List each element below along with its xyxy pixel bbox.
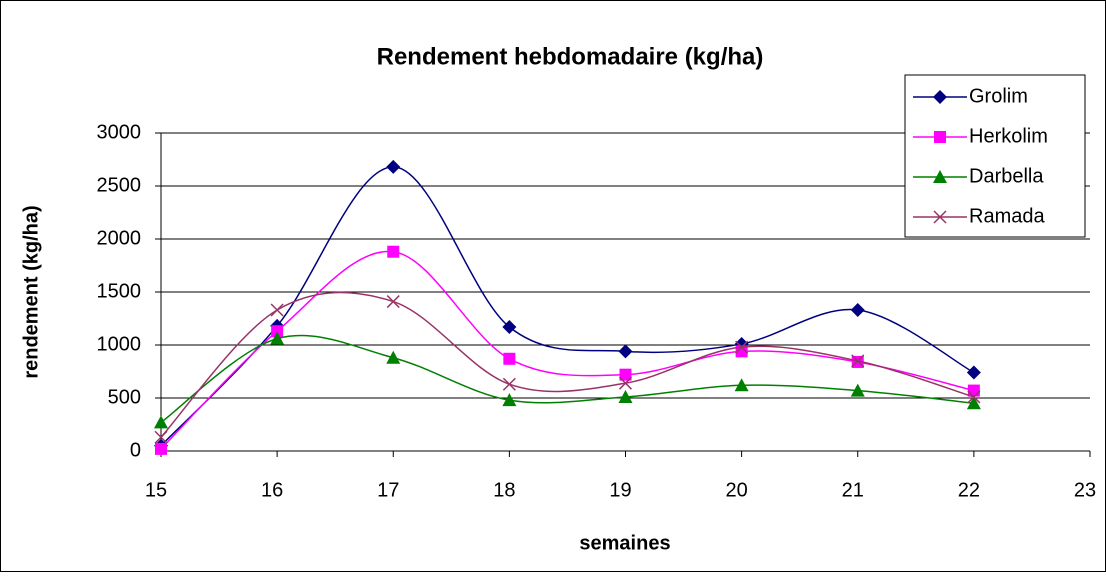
marker [933, 170, 947, 183]
marker [735, 340, 749, 354]
marker [618, 344, 633, 359]
y-axis-label: rendement (kg/ha) [20, 205, 42, 378]
y-tick-label: 1000 [97, 333, 142, 355]
marker [387, 245, 400, 258]
marker [270, 303, 284, 317]
marker [155, 442, 167, 455]
y-tick-label: 500 [108, 386, 141, 408]
marker [503, 352, 516, 365]
marker [735, 345, 748, 358]
marker [271, 325, 284, 338]
marker [386, 159, 401, 174]
legend-label: Darbella [969, 165, 1044, 187]
x-tick-label: 15 [145, 479, 167, 501]
marker [502, 377, 516, 391]
marker [502, 393, 517, 407]
marker [386, 350, 401, 364]
marker [502, 319, 517, 334]
series-line [160, 166, 975, 447]
marker [154, 430, 168, 444]
x-tick-label: 16 [261, 479, 283, 501]
marker [850, 303, 865, 318]
x-tick-label: 22 [958, 479, 980, 501]
marker [967, 384, 980, 397]
marker [851, 354, 865, 368]
marker [966, 365, 981, 380]
y-tick-label: 0 [130, 439, 141, 461]
marker [618, 389, 633, 403]
y-tick-label: 1500 [97, 280, 142, 302]
marker [933, 90, 947, 104]
y-tick-label: 2500 [97, 174, 142, 196]
x-tick-label: 21 [842, 479, 864, 501]
marker [270, 331, 285, 345]
marker [386, 295, 400, 309]
legend-label: Herkolim [969, 125, 1048, 147]
marker [966, 396, 981, 410]
legend-label: Ramada [969, 205, 1045, 227]
chart-title: Rendement hebdomadaire (kg/ha) [377, 43, 764, 70]
x-tick-label: 23 [1074, 479, 1096, 501]
legend-label: Grolim [969, 85, 1028, 107]
y-tick-label: 2000 [97, 227, 142, 249]
marker [618, 376, 633, 390]
marker [734, 378, 749, 392]
legend-box [904, 74, 1086, 238]
marker [934, 131, 946, 143]
y-tick-label: 3000 [97, 121, 142, 143]
x-axis-label: semaines [579, 532, 670, 554]
x-tick-label: 18 [493, 479, 515, 501]
marker [967, 390, 981, 404]
x-tick-label: 17 [377, 479, 399, 501]
marker [154, 415, 168, 429]
marker [850, 383, 865, 397]
x-tick-label: 19 [609, 479, 631, 501]
marker [933, 210, 947, 224]
x-tick-label: 20 [726, 479, 748, 501]
marker [619, 368, 632, 381]
